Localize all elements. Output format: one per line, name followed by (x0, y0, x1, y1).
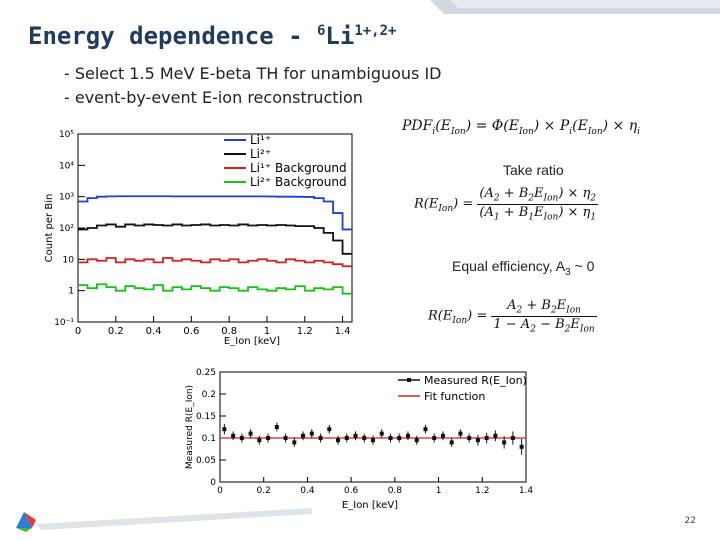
plot-frame (219, 371, 527, 483)
y-tick-label: 10⁵ (59, 130, 74, 140)
y-tick-label: 0.1 (202, 434, 216, 444)
y-tick-label: 0.25 (196, 368, 216, 378)
data-point (283, 436, 288, 440)
bullet-event-reconstruction: - event-by-event E-ion reconstruction (64, 88, 363, 107)
data-point (397, 436, 402, 440)
data-point (327, 427, 332, 432)
data-point (318, 436, 323, 440)
bullet-select-threshold: - Select 1.5 MeV E-beta TH for unambiguo… (64, 64, 442, 83)
ratio-scatter-chart: 0 0.2 0.4 0.6 0.8 1 1.2 1.400.050.10.150.20.25M… (185, 368, 534, 511)
ratio-equation: R(EIon) = (A2 + B2EIon) × η2 (A1 + B1EIon… (414, 186, 599, 223)
data-point (248, 431, 253, 436)
data-point (292, 440, 297, 445)
data-point (257, 438, 262, 443)
y-tick-label: 10³ (59, 193, 74, 203)
data-point (493, 433, 498, 438)
y-tick-label: 10⁴ (59, 161, 74, 171)
x-tick-label: 0.2 (108, 326, 124, 337)
take-ratio-label: Take ratio (503, 162, 564, 178)
y-tick-label: 10 (63, 255, 75, 265)
isotope-charges: 1+,2+ (354, 23, 397, 39)
data-point (484, 436, 489, 440)
data-point (467, 436, 472, 440)
legend-entry: Li²⁺ Background (250, 175, 347, 189)
legend-entry: Li¹⁺ Background (250, 161, 347, 175)
page-number: 22 (684, 516, 696, 526)
series-line-Li-Background (78, 283, 352, 295)
equal-efficiency-label: Equal efficiency, A3 ~ 0 (452, 258, 595, 278)
x-tick-label: 1.2 (475, 486, 489, 496)
data-point (405, 433, 410, 438)
data-point (274, 425, 279, 429)
y-tick-label: 0.2 (202, 390, 216, 400)
x-tick-label: 0 (75, 326, 81, 337)
data-point (440, 433, 445, 438)
x-tick-label: 0.4 (146, 326, 162, 337)
corner-decoration (430, 0, 720, 14)
x-tick-label: 1 (264, 326, 270, 337)
legend-entry: Li¹⁺ (250, 133, 271, 147)
legend-marker (407, 378, 411, 382)
pdf-equation: PDFi(EIon) = Φ(EIon) × Pi(EIon) × ηi (402, 118, 641, 137)
x-tick-label: 0.4 (300, 486, 315, 496)
data-point (449, 440, 454, 445)
x-tick-label: 0 (217, 486, 223, 496)
y-tick-label: 0 (210, 478, 216, 488)
series-line-Li- (78, 195, 352, 231)
y-tick-label: 0.05 (196, 456, 216, 466)
data-point (502, 440, 507, 445)
isotope-mass: 6 (316, 23, 326, 39)
data-point (222, 427, 227, 432)
title-text: Energy dependence - (28, 22, 317, 50)
data-point (475, 438, 480, 443)
x-tick-label: 1.2 (297, 326, 313, 337)
legend-entry: Li²⁺ (250, 147, 271, 161)
x-tick-label: 0.6 (344, 486, 359, 496)
data-point (362, 436, 367, 440)
isotope-symbol: Li (325, 22, 355, 50)
series-line-Li- (78, 223, 352, 255)
y-tick-label: 10⁻¹ (54, 318, 74, 328)
data-point (231, 433, 236, 438)
y-axis-label: Measured R(E_Ion) (185, 385, 195, 469)
data-point (301, 433, 306, 438)
data-point (388, 436, 393, 440)
data-point (336, 438, 341, 443)
y-tick-label: 10² (59, 224, 74, 234)
y-tick-label: 0.15 (196, 412, 216, 422)
data-point (353, 433, 358, 438)
data-point (510, 436, 515, 440)
data-point (432, 436, 437, 440)
institution-logo (16, 508, 312, 532)
data-point (344, 436, 349, 440)
data-point (239, 436, 244, 440)
x-tick-label: 0.6 (183, 326, 199, 337)
data-point (371, 438, 375, 443)
x-tick-label: 1.4 (335, 326, 351, 337)
legend-entry: Measured R(E_Ion) (424, 374, 527, 387)
data-point (423, 427, 428, 432)
x-tick-label: 1 (436, 486, 442, 496)
data-point (519, 444, 524, 449)
data-point (379, 431, 384, 436)
data-point (458, 431, 463, 436)
ratio-simplified-equation: R(EIon) = A2 + B2EIon 1 − A2 − B2EIon (428, 298, 597, 335)
x-tick-label: 0.8 (221, 326, 237, 337)
slide-title: Energy dependence - 6Li1+,2+ (28, 22, 396, 50)
y-tick-label: 1 (68, 287, 74, 297)
data-point (266, 436, 271, 440)
counts-histogram-chart: 0 0.2 0.4 0.6 0.8 1 1.2 1.4 10⁻¹ 1 10 10² 10³ 10⁴ 10⁵ C… (44, 130, 353, 346)
data-point (309, 431, 314, 436)
x-axis-label: E_Ion [keV] (342, 500, 398, 511)
data-point (414, 438, 419, 443)
y-axis-label: Count per Bin (44, 194, 55, 263)
x-tick-label: 1.4 (519, 486, 534, 496)
x-tick-label: 0.2 (257, 486, 271, 496)
legend-entry: Fit function (424, 390, 485, 403)
x-axis-label: E_Ion [keV] (224, 336, 280, 346)
series-line-Li-Background (78, 257, 352, 268)
x-tick-label: 0.8 (388, 486, 403, 496)
